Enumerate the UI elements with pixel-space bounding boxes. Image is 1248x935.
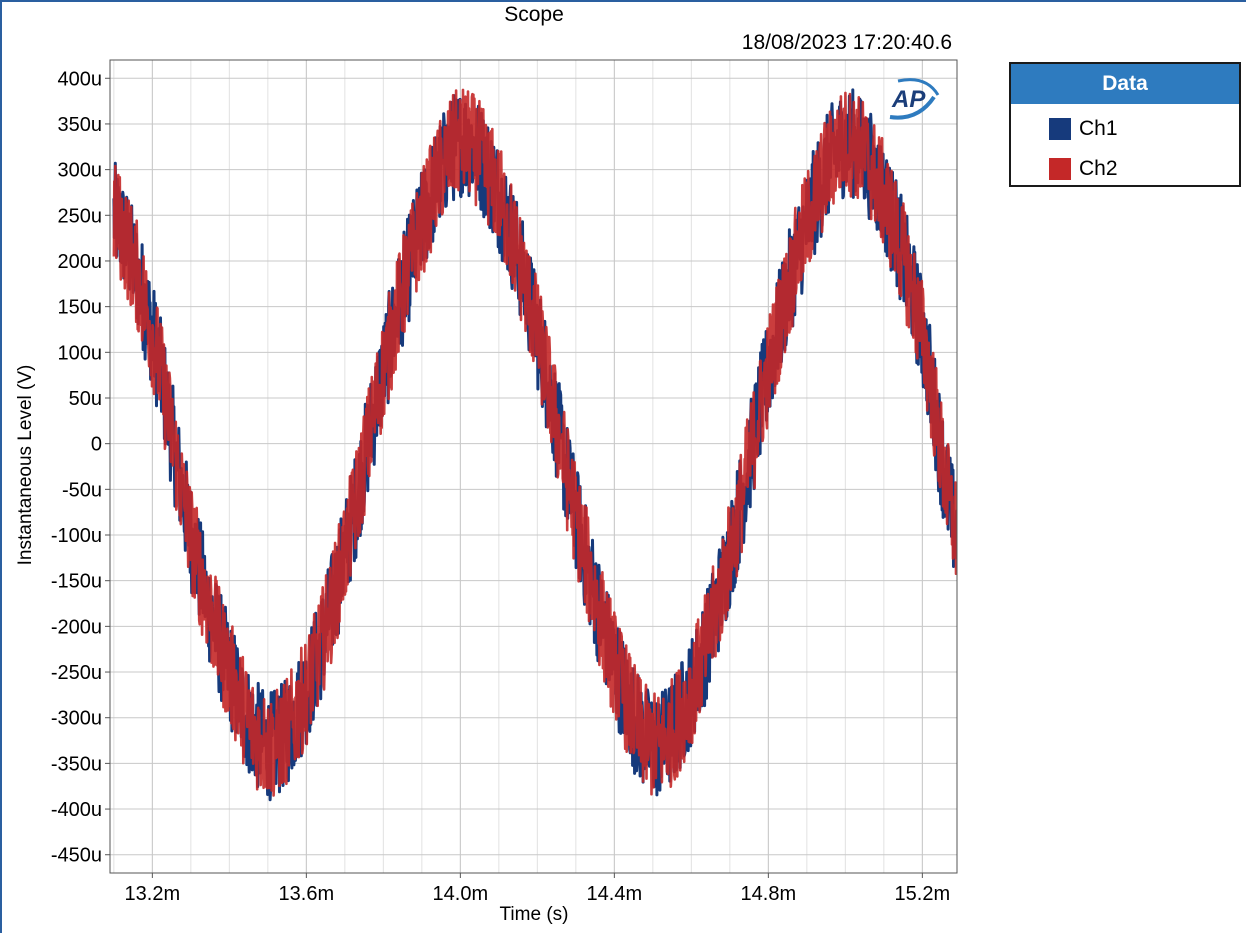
y-axis-label: Instantaneous Level (V) <box>15 364 36 566</box>
ap-logo-arc <box>897 78 940 96</box>
x-tick-label: 13.2m <box>125 883 181 905</box>
series-line-ch2 <box>112 88 957 797</box>
y-tick-label: 250u <box>58 205 103 227</box>
ap-logo-swoosh <box>889 95 936 120</box>
axis-layer: 13.2m 13.6m 14.0m 14.4m 14.8m 15.2m 400u 350u 30… <box>51 59 958 905</box>
y-tick-label: 400u <box>58 68 103 90</box>
legend-label-ch1: Ch1 <box>1079 117 1118 140</box>
ap-logo: AP <box>889 78 940 120</box>
y-tick-label: 50u <box>69 388 102 410</box>
y-tick-label: -300u <box>51 708 102 730</box>
legend-title: Data <box>1011 64 1239 104</box>
y-tick-label: -450u <box>51 845 102 867</box>
series-ch2 <box>112 88 957 797</box>
plot-border <box>109 59 958 874</box>
legend[interactable]: Data Ch1 Ch2 <box>1009 62 1241 187</box>
y-tick-label: -50u <box>62 479 102 501</box>
x-axis-label: Time (s) <box>499 904 569 925</box>
y-tick-label: 150u <box>58 297 103 319</box>
timestamp: 18/08/2023 17:20:40.6 <box>741 31 952 54</box>
series-layer <box>112 88 957 802</box>
legend-label-ch2: Ch2 <box>1079 157 1118 180</box>
y-tick-label: 0 <box>91 434 102 456</box>
legend-swatch-ch2 <box>1049 158 1071 180</box>
legend-swatch-ch1 <box>1049 118 1071 140</box>
x-tick-label: 14.0m <box>433 883 489 905</box>
y-tick-label: -400u <box>51 799 102 821</box>
legend-item-ch2[interactable]: Ch2 <box>1049 156 1118 182</box>
legend-item-ch1[interactable]: Ch1 <box>1049 116 1118 142</box>
y-tick-label: -350u <box>51 753 102 775</box>
y-tick-label: 350u <box>58 114 103 136</box>
y-tick-label: -250u <box>51 662 102 684</box>
y-tick-label: -100u <box>51 525 102 547</box>
y-tick-label: -200u <box>51 616 102 638</box>
y-tick-label: -150u <box>51 571 102 593</box>
y-tick-label: 200u <box>58 251 103 273</box>
ap-logo-text: AP <box>891 86 926 113</box>
x-tick-label: 15.2m <box>895 883 951 905</box>
y-tick-label: 300u <box>58 160 103 182</box>
x-tick-label: 13.6m <box>279 883 335 905</box>
x-tick-label: 14.8m <box>741 883 797 905</box>
x-tick-label: 14.4m <box>587 883 643 905</box>
chart-title: Scope <box>504 3 564 26</box>
y-tick-label: 100u <box>58 342 103 364</box>
